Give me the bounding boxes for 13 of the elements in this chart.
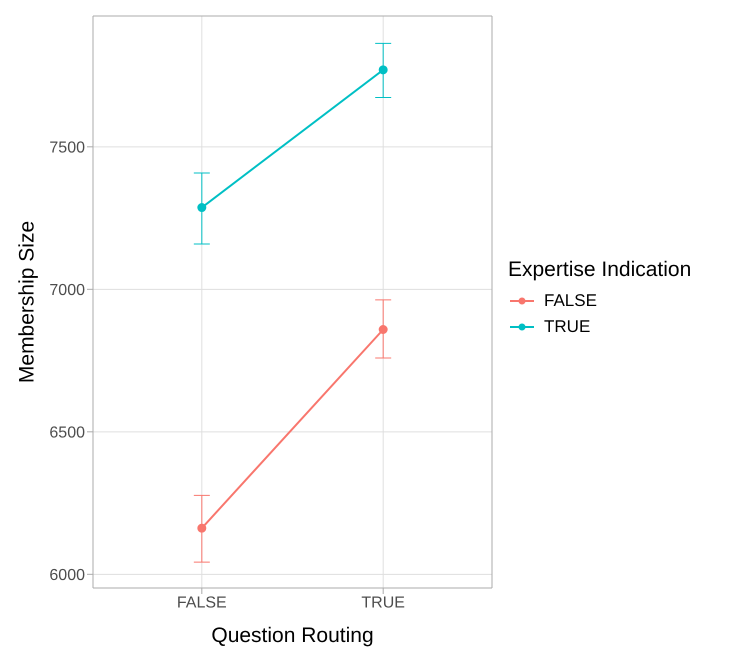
legend-label: FALSE	[544, 291, 597, 311]
point	[197, 524, 206, 533]
x-axis-title: Question Routing	[211, 624, 374, 647]
y-tick-label: 6500	[49, 424, 86, 442]
y-axis-title: Membership Size	[15, 220, 38, 384]
point	[197, 203, 206, 212]
point	[378, 325, 388, 334]
y-tick-label: 7500	[49, 139, 86, 156]
point	[378, 65, 388, 74]
y-tick-label: 6000	[49, 567, 86, 584]
legend-title: Expertise Indication	[508, 258, 692, 282]
y-tick-label: 7000	[49, 282, 86, 299]
legend-label: TRUE	[544, 317, 590, 337]
